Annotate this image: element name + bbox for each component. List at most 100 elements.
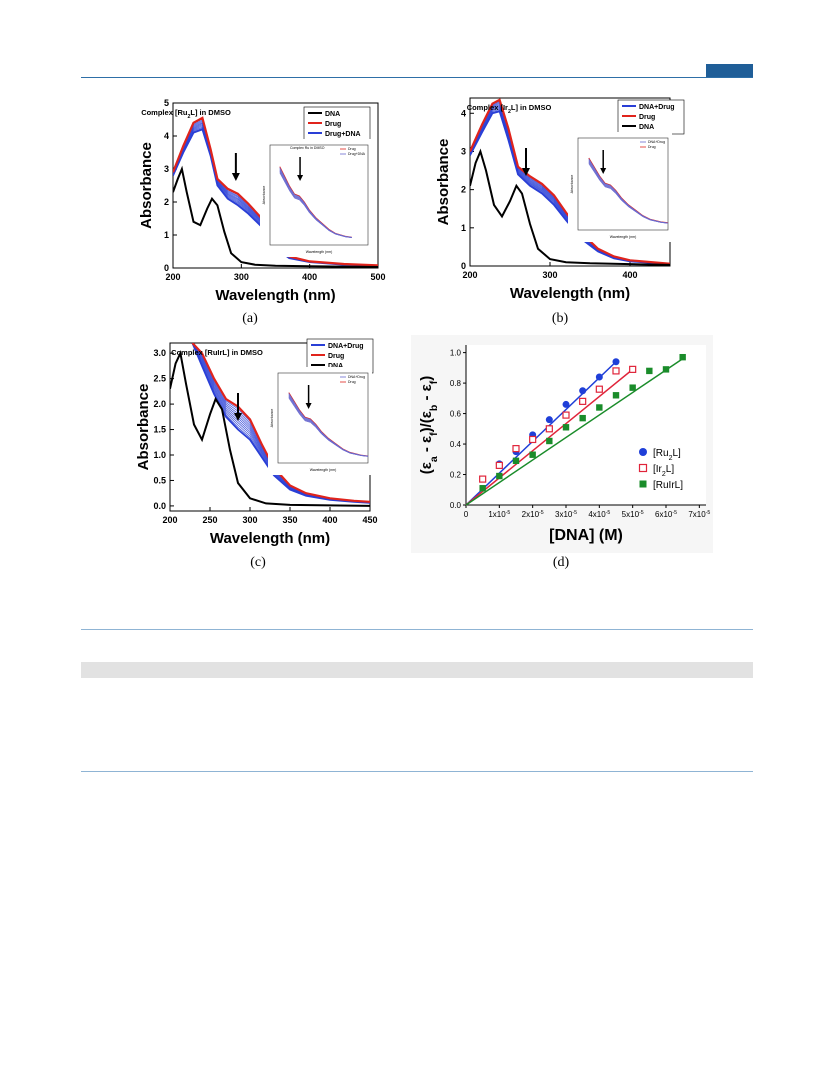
data-point	[546, 437, 553, 445]
x-tick-label: 5x10-5	[622, 510, 644, 519]
series-line-drug	[173, 116, 378, 267]
legend-label: DNA+Drug	[639, 104, 675, 111]
inset-y-label: Absorbance	[570, 175, 574, 194]
inset-y-label: Absorbance	[262, 186, 266, 205]
data-point	[562, 400, 570, 408]
y-tick-label: 2.5	[153, 374, 166, 384]
x-tick-label: 0	[464, 510, 469, 519]
data-point	[545, 416, 553, 424]
section-rule-bottom	[81, 771, 753, 772]
x-tick-label: 4x10-5	[588, 510, 610, 519]
data-point	[529, 435, 537, 444]
inset-frame	[277, 372, 369, 464]
data-point	[579, 397, 587, 405]
inset-background	[268, 367, 372, 475]
series-line-dna	[470, 148, 670, 266]
inset-legend-label: DNA+Drug	[348, 375, 365, 379]
legend-label: DNA	[639, 124, 654, 131]
data-point	[679, 353, 686, 361]
data-point	[595, 385, 603, 393]
inset-y-label: Absorbance	[270, 409, 274, 428]
legend-label: DNA+Drug	[328, 343, 364, 350]
data-point	[512, 445, 520, 453]
inset-x-label: Wavelength (nm)	[310, 468, 337, 472]
x-axis-label: Wavelength (nm)	[215, 287, 335, 304]
inset-x-label: Wavelength (nm)	[610, 235, 637, 239]
x-tick-label: 2x10-5	[522, 510, 544, 519]
inset-legend-label: Drug	[348, 380, 356, 384]
legend-label: [Ir2L]	[653, 464, 674, 478]
series-line-drug	[191, 343, 370, 503]
y-tick-label: 4	[461, 108, 466, 118]
data-point	[612, 392, 620, 399]
y-tick-label: 2	[164, 197, 169, 207]
legend-label: DNA	[328, 363, 343, 370]
x-tick-label: 200	[162, 515, 177, 525]
series-line-dna	[173, 165, 378, 268]
x-tick-label: 400	[302, 272, 317, 282]
series-line-complex	[191, 343, 370, 504]
y-axis-label: Absorbance	[435, 139, 452, 226]
y-tick-label: 1.0	[153, 450, 166, 460]
inset-background	[568, 132, 672, 242]
y-axis-label: Absorbance	[138, 142, 155, 229]
data-point	[479, 485, 486, 492]
inset-legend-label: Drug+DNA	[348, 152, 366, 156]
x-tick-label: 450	[362, 515, 377, 525]
legend-label: [Ru2L]	[653, 448, 681, 462]
inset-frame	[269, 144, 369, 246]
inset-curve	[279, 172, 352, 239]
data-point	[595, 373, 603, 381]
uv-vis-chart-c: 200 250 300 350 400 450 0.0 0.5 1.0 1.5 2.0 2.5 3.0 W…	[135, 338, 378, 547]
inset-arrow-head	[600, 168, 607, 174]
y-tick-label: 5	[164, 98, 169, 108]
binding-plot-d: 0.0 0.2 0.4 0.6 0.8 1.0 0 1x10-5 2x10-5 3x10-5 4x1…	[411, 335, 713, 553]
legend: DNA Drug Drug+DNA	[303, 106, 371, 142]
data-point	[579, 414, 586, 422]
data-point	[629, 384, 636, 391]
table-header-bar	[81, 662, 753, 678]
caption-c: (c)	[250, 555, 266, 570]
inset-curve	[588, 163, 669, 224]
data-point	[612, 367, 620, 375]
series-line-drug	[470, 98, 670, 265]
y-tick-label: 3	[164, 164, 169, 174]
inset: Wavelength (nm) Absorbance Complex Ru in D…	[260, 139, 372, 257]
legend: DNA+Drug Drug DNA	[617, 99, 685, 135]
y-tick-label: 3.0	[153, 348, 166, 358]
inset-x-label: Wavelength (nm)	[306, 250, 333, 254]
y-tick-label: 3	[461, 146, 466, 156]
y-tick-label: 0.0	[450, 501, 462, 510]
x-axis-label: Wavelength (nm)	[510, 285, 630, 302]
caption-b: (b)	[551, 311, 569, 326]
y-tick-label: 1.5	[153, 425, 166, 435]
x-axis-label: Wavelength (nm)	[210, 530, 330, 547]
plot-frame	[172, 102, 379, 269]
figure-panel-b: 200 300 400 0 1 2 3 4 Wavelength (nm) Absorbance C…	[425, 90, 685, 308]
x-tick-label: 6x10-5	[655, 510, 677, 519]
inset-background	[260, 139, 372, 257]
header-rule	[81, 77, 753, 78]
legend-label: [RuIrL]	[653, 480, 683, 491]
x-tick-label: 300	[242, 515, 257, 525]
y-axis-label: (εa - εf)/(εb - εf)	[418, 376, 440, 475]
y-tick-label: 0.8	[450, 379, 462, 388]
data-point	[529, 451, 536, 458]
y-axis-label: Absorbance	[135, 384, 152, 471]
x-tick-label: 300	[542, 270, 557, 280]
data-point	[596, 404, 603, 411]
panel-annotation: Complex [Ir2L] in DMSO	[467, 103, 552, 115]
figure-panel-a: 200 300 400 500 0 1 2 3 4 5 Wavelength (nm) Absorba…	[130, 95, 390, 310]
y-tick-label: 2	[461, 185, 466, 195]
header-accent-tab	[706, 64, 753, 77]
data-point	[629, 365, 637, 373]
data-point	[562, 411, 570, 419]
inset-legend-label: Drug	[348, 147, 356, 151]
x-tick-label: 500	[370, 272, 385, 282]
legend-label: Drug	[325, 121, 341, 128]
uv-vis-chart-a: 200 300 400 500 0 1 2 3 4 5 Wavelength (nm) Absorba…	[138, 98, 386, 304]
caption-d: (d)	[552, 555, 570, 570]
x-tick-label: 350	[282, 515, 297, 525]
